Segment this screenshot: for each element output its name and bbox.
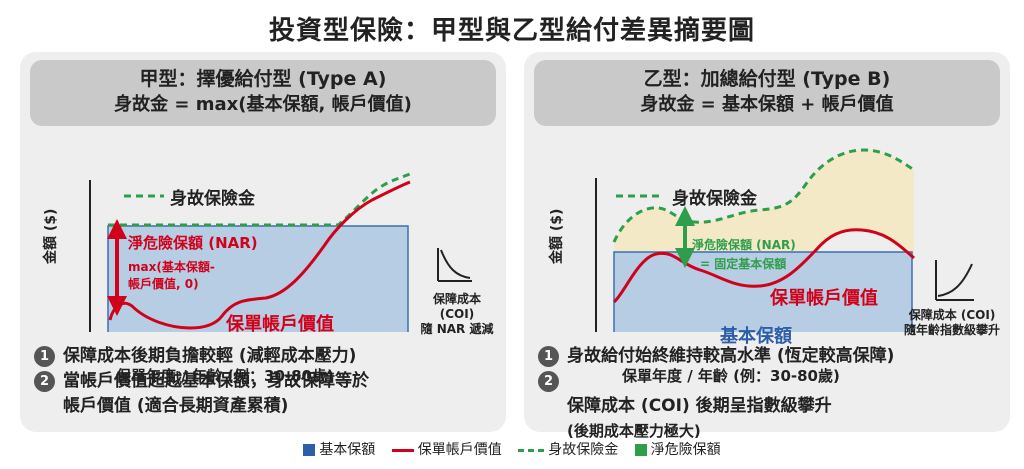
panel-b-diagram bbox=[595, 148, 974, 332]
x-axis-label: 保單年度 / 年齡 (例：30-80歲) bbox=[116, 367, 334, 385]
coi-decreasing-curve bbox=[440, 249, 471, 279]
panel-a-heading: 甲型：擇優給付型 (Type A) bbox=[139, 68, 387, 90]
base-amount-area bbox=[107, 225, 409, 332]
panel-b-heading: 乙型：加總給付型 (Type B) bbox=[643, 68, 891, 90]
note-item: 2 當帳戶價值超越基本保額，身故保障等於 帳戶價值 (適合長期資產累積) bbox=[34, 369, 500, 419]
panel-a-chart: 身故保險金 淨危險保額 (NAR) max(基本保額- 帳戶價值, 0) 保單帳… bbox=[20, 124, 506, 385]
legend-item-death-benefit: 身故保險金 bbox=[518, 439, 618, 459]
panel-a-header: 甲型：擇優給付型 (Type A) 身故金 = max(基本保額, 帳戶價值) bbox=[30, 60, 496, 126]
note-sub: (後期成本壓力極大) bbox=[567, 422, 701, 440]
note-number: 2 bbox=[538, 371, 559, 392]
nar-formula-1: max(基本保額- bbox=[128, 260, 215, 274]
note-text: 當帳戶價值超越基本保額，身故保障等於 帳戶價值 (適合長期資產累積) bbox=[63, 371, 369, 416]
note-number: 1 bbox=[538, 346, 559, 367]
base-amount-label: 基本保額 bbox=[720, 326, 792, 347]
y-axis-label: 金額 ($) bbox=[549, 208, 565, 264]
death-benefit-label: 身故保險金 bbox=[170, 189, 255, 209]
note-item: 1 保障成本後期負擔較輕 (減輕成本壓力) bbox=[34, 344, 500, 369]
nar-label: 淨危險保額 (NAR) bbox=[692, 238, 796, 252]
coi-label-b-2: 隨年齡指數級攀升 bbox=[903, 323, 1000, 337]
legend-item-base: 基本保額 bbox=[303, 439, 375, 459]
legend-label: 身故保險金 bbox=[548, 442, 619, 458]
note-text: 保障成本後期負擔較輕 (減輕成本壓力) bbox=[63, 346, 357, 366]
coi-label-a-1: 保障成本 bbox=[432, 292, 481, 306]
nar-formula-2: 帳戶價值, 0) bbox=[128, 277, 199, 291]
death-benefit-line bbox=[108, 172, 411, 227]
legend-label: 保單帳戶價值 bbox=[417, 442, 502, 458]
legend: 基本保額 保單帳戶價值 身故保險金 淨危險保額 bbox=[0, 439, 1024, 459]
panel-type-a: 甲型：擇優給付型 (Type A) 身故金 = max(基本保額, 帳戶價值) bbox=[20, 52, 506, 432]
note-item: 2 保障成本 (COI) 後期呈指數級攀升 (後期成本壓力極大) bbox=[538, 369, 1004, 469]
coi-label-b: 保障成本 (COI) 隨年齡指數級攀升 bbox=[896, 308, 1008, 338]
legend-label: 基本保額 bbox=[319, 442, 376, 458]
nar-label: 淨危險保額 (NAR) bbox=[128, 234, 258, 252]
coi-label-a: 保障成本 (COI) 隨 NAR 遞減 bbox=[414, 292, 500, 337]
account-value-curve bbox=[612, 228, 915, 304]
coi-increasing-curve bbox=[937, 263, 973, 297]
page-title: 投資型保險：甲型與乙型給付差異摘要圖 bbox=[268, 16, 755, 46]
panel-b-notes: 1 身故給付始終維持較高水準 (恆定較高保障) 2 保障成本 (COI) 後期呈… bbox=[538, 344, 1004, 469]
death-benefit-line bbox=[612, 148, 915, 243]
panel-a-diagram bbox=[89, 172, 472, 332]
panel-b-formula: 身故金 = 基本保額 + 帳戶價值 bbox=[640, 94, 894, 115]
legend-swatch-nar bbox=[634, 444, 647, 456]
nar-sub-label: = 固定基本保額 bbox=[700, 257, 787, 271]
note-main: 保障成本 (COI) 後期呈指數級攀升 bbox=[567, 396, 832, 416]
note-number: 1 bbox=[34, 346, 55, 367]
note-number: 2 bbox=[34, 371, 55, 392]
panel-a-notes: 1 保障成本後期負擔較輕 (減輕成本壓力) 2 當帳戶價值超越基本保額，身故保障… bbox=[34, 344, 500, 419]
panel-a-formula: 身故金 = max(基本保額, 帳戶價值) bbox=[114, 94, 412, 115]
y-axis-label: 金額 ($) bbox=[43, 208, 59, 264]
legend-swatch-account bbox=[391, 448, 414, 452]
note-text: 保障成本 (COI) 後期呈指數級攀升 (後期成本壓力極大) bbox=[567, 369, 832, 469]
account-value-label: 保單帳戶價值 bbox=[770, 288, 878, 309]
note-item: 1 身故給付始終維持較高水準 (恆定較高保障) bbox=[538, 344, 1004, 369]
panel-b-header: 乙型：加總給付型 (Type B) 身故金 = 基本保額 + 帳戶價值 bbox=[534, 60, 1000, 126]
x-axis-label: 保單年度 / 年齡 (例：30-80歲) bbox=[622, 367, 840, 385]
legend-item-nar: 淨危險保額 bbox=[634, 439, 721, 459]
legend-item-account: 保單帳戶價值 bbox=[391, 439, 502, 459]
panel-type-b: 乙型：加總給付型 (Type B) 身故金 = 基本保額 + 帳戶價值 bbox=[524, 52, 1010, 440]
account-value-label: 保單帳戶價值 bbox=[226, 314, 334, 335]
legend-label: 淨危險保額 bbox=[650, 442, 721, 458]
panel-b-chart: 身故保險金 淨危險保額 (NAR) = 固定基本保額 保單帳戶價值 基本保額 金… bbox=[524, 124, 1010, 385]
legend-swatch-death-benefit bbox=[518, 448, 545, 452]
death-benefit-label: 身故保險金 bbox=[672, 189, 757, 209]
coi-label-a-2: (COI) bbox=[439, 307, 475, 321]
legend-swatch-base bbox=[303, 444, 316, 456]
coi-label-a-3: 隨 NAR 遞減 bbox=[420, 322, 494, 336]
note-text: 身故給付始終維持較高水準 (恆定較高保障) bbox=[567, 346, 895, 366]
coi-label-b-1: 保障成本 (COI) bbox=[908, 308, 996, 322]
account-value-curve bbox=[108, 180, 411, 330]
